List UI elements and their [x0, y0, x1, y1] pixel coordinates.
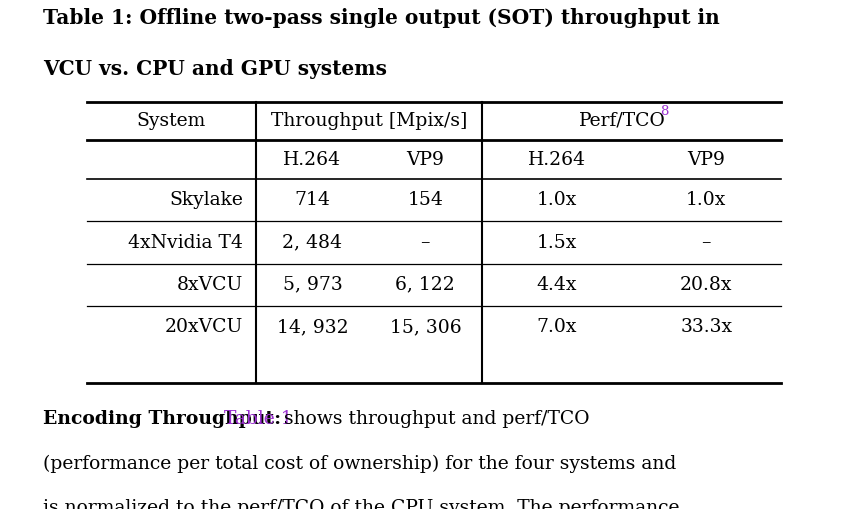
Text: VCU vs. CPU and GPU systems: VCU vs. CPU and GPU systems — [43, 59, 387, 78]
Text: is normalized to the perf/TCO of the CPU system. The performance: is normalized to the perf/TCO of the CPU… — [43, 499, 680, 509]
Text: 20.8x: 20.8x — [681, 276, 733, 294]
Text: Perf/TCO: Perf/TCO — [580, 112, 666, 130]
Text: VP9: VP9 — [687, 151, 726, 168]
Text: –: – — [701, 234, 711, 251]
Text: 20xVCU: 20xVCU — [165, 318, 243, 336]
Text: shows throughput and perf/TCO: shows throughput and perf/TCO — [278, 410, 589, 428]
Text: 8xVCU: 8xVCU — [177, 276, 243, 294]
Text: Throughput [Mpix/s]: Throughput [Mpix/s] — [271, 112, 467, 130]
Text: –: – — [421, 234, 430, 251]
Text: VP9: VP9 — [406, 151, 444, 168]
Text: 33.3x: 33.3x — [681, 318, 733, 336]
Text: 8: 8 — [661, 105, 668, 118]
Text: H.264: H.264 — [284, 151, 341, 168]
Text: H.264: H.264 — [528, 151, 586, 168]
Text: Table 1: Offline two-pass single output (SOT) throughput in: Table 1: Offline two-pass single output … — [43, 8, 720, 27]
Text: 14, 932: 14, 932 — [277, 318, 348, 336]
Text: Encoding Throughput:: Encoding Throughput: — [43, 410, 281, 428]
Text: 154: 154 — [407, 191, 444, 209]
Text: 2, 484: 2, 484 — [282, 234, 343, 251]
Text: System: System — [137, 112, 206, 130]
Text: 5, 973: 5, 973 — [283, 276, 342, 294]
Text: 6, 122: 6, 122 — [396, 276, 455, 294]
Text: 1.0x: 1.0x — [686, 191, 727, 209]
Text: 7.0x: 7.0x — [536, 318, 577, 336]
Text: 4xNvidia T4: 4xNvidia T4 — [128, 234, 243, 251]
Text: 714: 714 — [294, 191, 331, 209]
Text: 1.5x: 1.5x — [536, 234, 577, 251]
Text: 4.4x: 4.4x — [536, 276, 577, 294]
Text: Table 1: Table 1 — [224, 410, 293, 428]
Text: (performance per total cost of ownership) for the four systems and: (performance per total cost of ownership… — [43, 455, 677, 473]
Text: 15, 306: 15, 306 — [390, 318, 461, 336]
Text: Skylake: Skylake — [169, 191, 243, 209]
Text: 1.0x: 1.0x — [536, 191, 577, 209]
